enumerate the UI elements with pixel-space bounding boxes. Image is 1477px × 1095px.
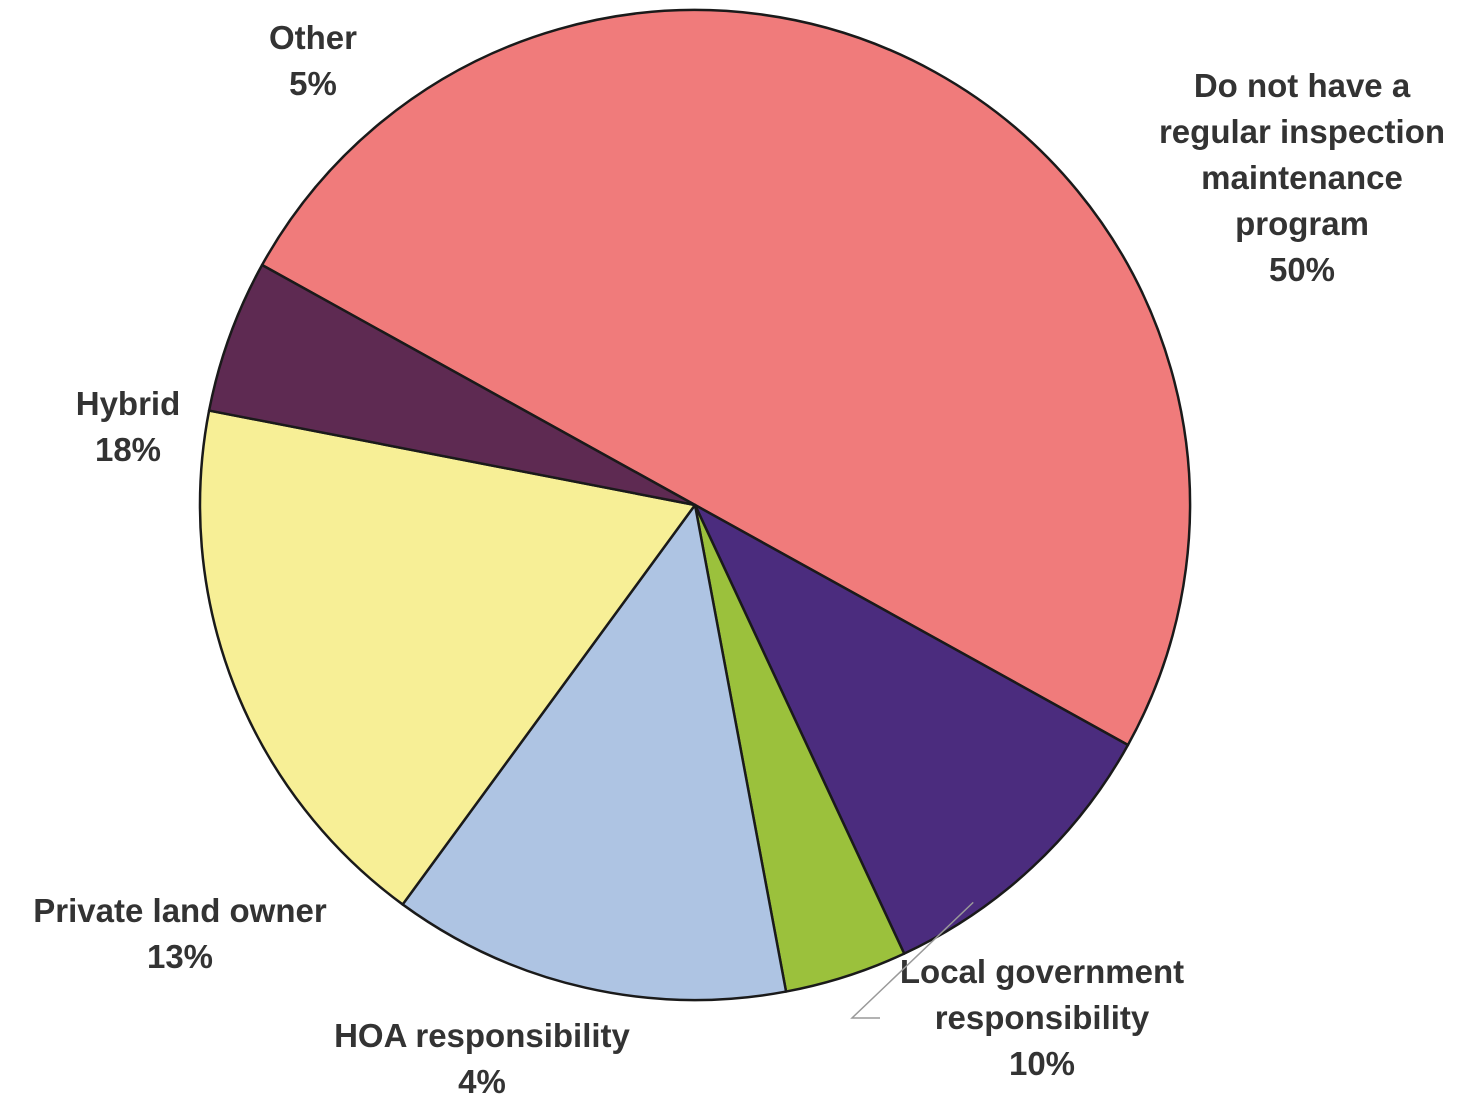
slice-label-do-not-have-a-regular-inspection-maintenance-program: Do not have a regular inspection maintenan… — [1159, 67, 1445, 288]
slice-label-line: HOA responsibility — [334, 1017, 630, 1054]
slice-label-local-government-responsibility: Local government responsibility 10% — [900, 953, 1184, 1082]
slice-value-label: 50% — [1269, 251, 1335, 288]
slice-label-line: Do not have a — [1194, 67, 1411, 104]
slice-label-line: regular inspection — [1159, 113, 1445, 150]
pie-slice-private-land-owner — [401, 503, 788, 1002]
pie-labels: Do not have a regular inspection maintenan… — [33, 19, 1445, 1095]
slice-label-line: Other — [269, 19, 357, 56]
slice-label-line: responsibility — [935, 999, 1150, 1036]
slice-value-label: 10% — [1009, 1045, 1075, 1082]
pie-slices — [198, 8, 1192, 1002]
pie-slice-other — [207, 263, 697, 507]
slice-value-label: 5% — [289, 65, 337, 102]
slice-value-label: 13% — [147, 938, 213, 975]
slice-label-hybrid: Hybrid 18% — [76, 385, 181, 468]
slice-label-other: Other 5% — [269, 19, 357, 102]
slice-label-line: maintenance — [1201, 159, 1403, 196]
pie-slice-do-not-have-a-regular-inspection-maintenance-program — [260, 8, 1192, 747]
slice-value-label: 4% — [458, 1063, 506, 1095]
slice-label-hoa-responsibility: HOA responsibility 4% — [334, 1017, 630, 1095]
pie-slice-hybrid — [198, 409, 697, 906]
pie-slice-local-government-responsibility — [693, 503, 1130, 955]
slice-label-private-land-owner: Private land owner 13% — [33, 892, 327, 975]
slice-value-label: 18% — [95, 431, 161, 468]
slice-label-line: Private land owner — [33, 892, 327, 929]
slice-label-line: Hybrid — [76, 385, 181, 422]
leader-line — [850, 901, 974, 1019]
slice-label-line: Local government — [900, 953, 1184, 990]
slice-label-line: program — [1235, 205, 1369, 242]
